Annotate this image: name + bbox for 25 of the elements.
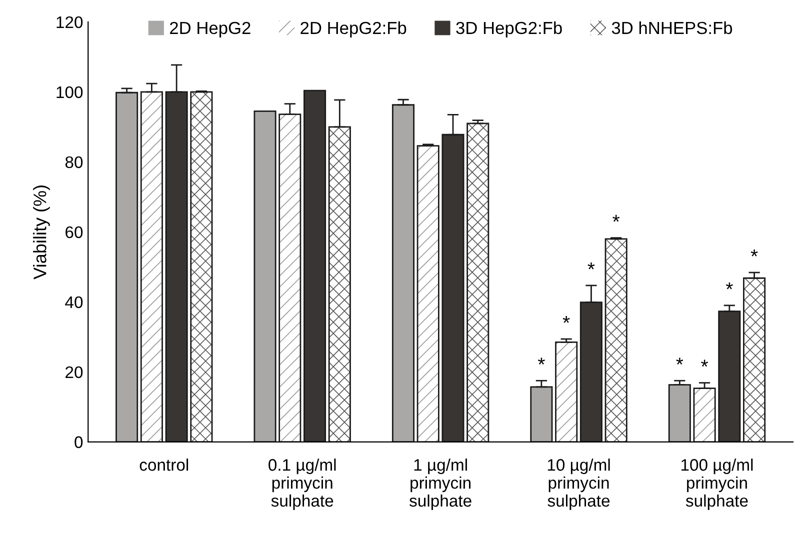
data-label: *	[538, 358, 545, 365]
x-tick-label: 0.1 µg/ml primycin sulphate	[268, 458, 336, 510]
legend-label: 2D HepG2	[170, 22, 250, 38]
data-label: *	[676, 358, 684, 365]
y-tick-label: 100	[56, 86, 83, 98]
y-axis-title: Viability (%)	[33, 186, 50, 280]
y-tick-label: 80	[65, 156, 83, 168]
data-label: *	[726, 282, 733, 290]
legend-label: 3D hNHEPS:Fb	[612, 21, 732, 34]
y-tick-label: 0	[74, 436, 83, 448]
y-tick-label: 40	[65, 296, 83, 308]
data-label: *	[612, 214, 620, 222]
x-tick-label: control	[140, 458, 188, 471]
y-tick-label: 120	[56, 16, 83, 28]
data-label: *	[701, 360, 708, 367]
y-tick-label: 60	[66, 226, 83, 238]
data-label: *	[750, 250, 758, 256]
data-label: *	[588, 262, 595, 270]
legend-label: 2D HepG2:Fb	[300, 21, 406, 38]
x-tick-label: 10 µg/ml primycin sulphate	[548, 458, 610, 510]
legend-label: 3D HepG2:Fb	[456, 21, 562, 38]
data-label: *	[562, 316, 570, 323]
x-tick-label: 100 µg/ml primycin sulphate	[681, 458, 753, 510]
y-tick-label: 20	[66, 366, 83, 378]
x-tick-label: 1 µg/ml primycin sulphate	[410, 458, 472, 510]
